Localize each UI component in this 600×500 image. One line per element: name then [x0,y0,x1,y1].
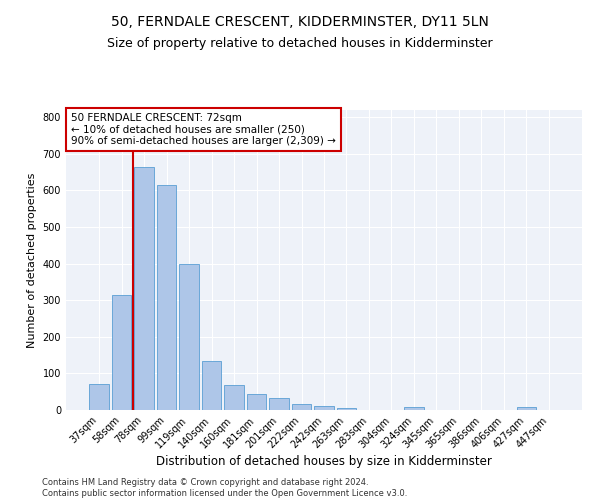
Bar [517,406,536,410]
Bar [112,295,131,410]
Bar [337,408,356,410]
Bar [292,404,311,410]
Bar [134,166,154,410]
Bar [89,384,109,410]
Bar [157,185,176,410]
Text: 50 FERNDALE CRESCENT: 72sqm
← 10% of detached houses are smaller (250)
90% of se: 50 FERNDALE CRESCENT: 72sqm ← 10% of det… [71,113,336,146]
Bar [247,394,266,410]
Bar [269,398,289,410]
Text: Contains HM Land Registry data © Crown copyright and database right 2024.
Contai: Contains HM Land Registry data © Crown c… [42,478,407,498]
Bar [179,264,199,410]
X-axis label: Distribution of detached houses by size in Kidderminster: Distribution of detached houses by size … [156,456,492,468]
Bar [314,406,334,410]
Text: Size of property relative to detached houses in Kidderminster: Size of property relative to detached ho… [107,38,493,51]
Text: 50, FERNDALE CRESCENT, KIDDERMINSTER, DY11 5LN: 50, FERNDALE CRESCENT, KIDDERMINSTER, DY… [111,15,489,29]
Bar [202,360,221,410]
Bar [404,408,424,410]
Bar [224,385,244,410]
Y-axis label: Number of detached properties: Number of detached properties [27,172,37,348]
